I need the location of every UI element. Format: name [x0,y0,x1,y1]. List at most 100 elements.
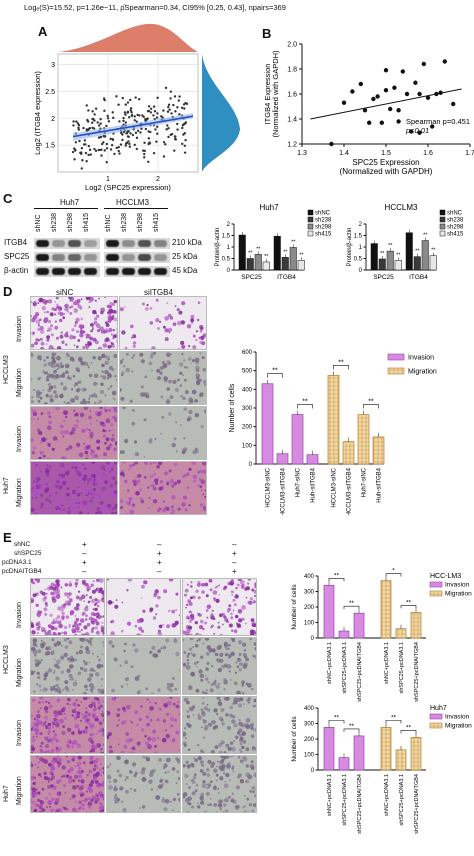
cell-dot [208,579,213,583]
cell-dot [254,646,256,651]
scatter-point [170,112,173,115]
blot-lane-label: shNC [35,214,42,232]
cell-dot [62,706,66,710]
cell-dot [102,452,107,457]
bar [297,260,305,271]
cell-dot [103,743,104,747]
cell-dot [201,356,205,359]
cell-dot [134,648,139,653]
cell-dot [201,702,205,705]
cell-dot [255,788,256,791]
cell-dot [54,503,57,506]
cell-dot [81,428,86,433]
blot-strip [34,252,100,263]
cell-dot [206,783,209,786]
micrograph-tile [30,406,118,460]
cell-dot [46,646,52,651]
cell-dot [71,505,77,510]
y-axis-label-2: (Normalized with GAPDH) [271,50,280,138]
cell-dot [46,806,49,809]
cell-dot [65,447,69,451]
cell-dot [39,503,42,507]
cell-dot [54,497,60,502]
cell-dot [49,805,51,808]
cell-dot [243,757,248,762]
cell-dot [60,670,64,674]
cell-dot [31,343,35,348]
cell-dot [35,788,38,791]
cell-dot [108,308,114,314]
cell-dot [46,777,50,781]
cell-dot [228,670,231,673]
scatter-point [86,120,90,123]
cell-dot [121,450,125,454]
cell-dot [187,617,190,620]
cell-dot [87,340,91,345]
cell-dot [94,401,97,404]
cell-dot [123,649,126,653]
cell-dot [108,408,112,412]
cell-dot [204,410,206,414]
blot-band [122,254,135,261]
cell-dot [54,301,57,303]
cell-dot [62,774,66,778]
cell-dot [183,638,185,642]
cell-dot [222,623,224,626]
category-label: Huh-siITGB4 [311,467,317,502]
cell-dot [120,471,125,476]
cell-dot [102,641,104,644]
cell-dot [75,330,80,334]
cell-dot [210,665,214,668]
cell-dot [188,633,193,635]
cell-dot [233,723,238,728]
tile-row-label: Migration [16,776,23,805]
cell-dot [74,708,77,710]
cell-dot [196,661,199,664]
cell-dot [56,659,61,665]
cell-dot [219,634,223,635]
cell-dot [214,724,219,729]
cell-dot [56,303,59,306]
cell-dot [141,584,145,589]
cell-dot [93,381,97,386]
cell-dot [121,800,124,803]
cell-dot [227,762,231,766]
cell-dot [88,661,91,664]
cell-dot [213,803,217,807]
cell-dot [125,776,129,780]
cell-dot [56,480,60,484]
cell-dot [61,342,64,345]
cell-dot [107,344,112,349]
cell-dot [188,620,192,623]
cell-dot [31,315,33,317]
cell-dot [204,638,210,641]
category-label: shSPC25+pcDNA3.1 [342,642,348,694]
cell-dot [178,614,180,616]
scatter-point [169,133,172,137]
scatter-point [152,114,155,117]
blot-lane-label: sh298 [137,212,144,232]
cell-dot [89,760,93,765]
cell-dot [38,773,42,777]
cell-dot [192,653,196,657]
scatter-point [176,128,179,131]
scatter-point [185,102,189,106]
cell-dot [175,609,178,611]
cell-dot [110,512,115,514]
blot-size-spc25: 25 kDa [172,252,198,261]
cell-dot [82,807,85,810]
cell-dot [192,646,195,648]
category-label: ITGB4 [277,274,296,281]
cell-dot [250,597,253,600]
scatter-point [121,96,124,100]
micrograph-tile [182,755,257,813]
scatter-point [94,107,98,110]
cell-dot [76,810,79,812]
cell-dot [47,800,53,805]
cell-dot [164,316,169,321]
cell-dot [64,307,69,312]
treatment-sign: + [82,558,87,567]
cell-dot [123,513,125,514]
cell-dot [71,714,74,717]
